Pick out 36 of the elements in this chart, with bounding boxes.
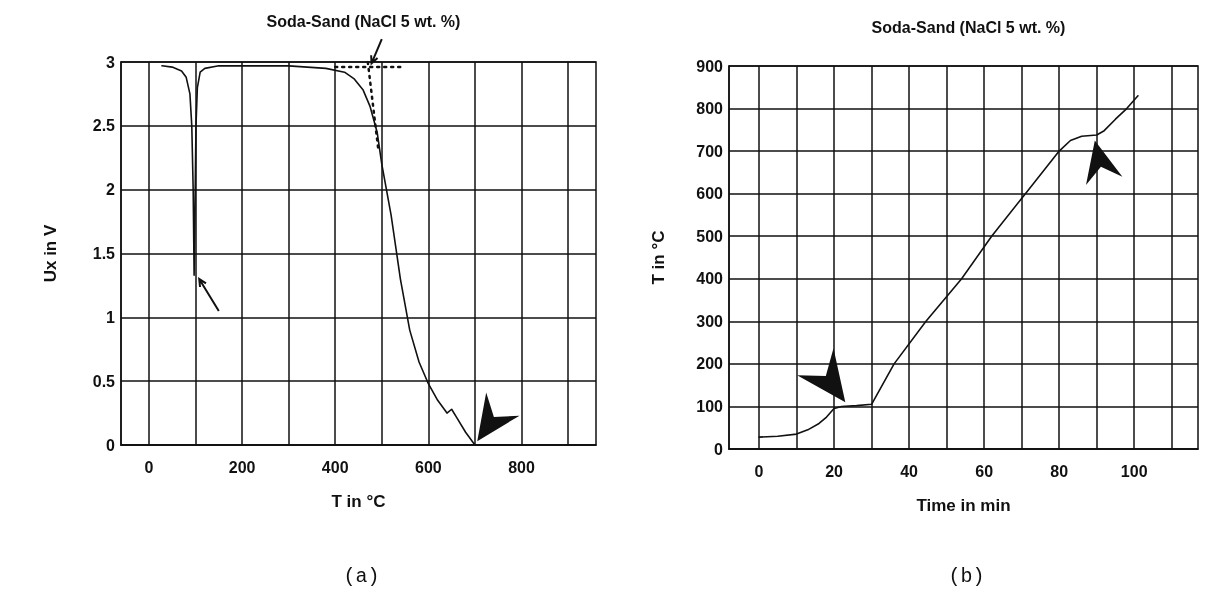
y-tick-label: 700 [696,142,724,160]
y-tick-label: 600 [696,185,724,203]
y-tick-label: 1.5 [92,245,116,262]
text: (b) [948,564,985,588]
x-tick-label: 100 [1120,462,1148,480]
y-tick-label: 900 [696,57,724,75]
x-axis-title: T in °C [331,492,386,511]
y-tick-label: 500 [696,227,724,245]
x-tick-label: 0 [144,458,154,476]
x-tick-label: 40 [900,462,919,480]
chart-title: Soda-Sand (NaCl 5 wt. %) [871,18,1066,36]
x-tick-label: 0 [754,462,764,480]
y-tick-label: 0 [106,436,116,454]
y-tick-label: 3 [106,53,116,71]
y-tick-label: 0 [714,440,724,458]
y-tick-label: 200 [696,355,724,373]
y-tick-label: 400 [696,270,724,288]
y-axis-title: T in °C [649,230,668,285]
x-tick-label: 80 [1050,462,1069,480]
x-axis-title: Time in min [916,496,1011,515]
y-tick-label: 0.5 [92,372,116,390]
y-tick-label: 800 [696,100,724,118]
x-tick-label: 400 [321,458,349,476]
x-tick-label: 60 [975,462,994,480]
text: (a) [343,564,380,588]
y-tick-label: 1 [106,308,116,326]
x-tick-label: 800 [508,458,535,476]
x-tick-label: 200 [228,458,256,476]
x-tick-label: 20 [825,462,844,480]
y-tick-label: 2 [106,181,116,199]
y-axis-title: Ux in V [41,224,60,283]
x-tick-label: 600 [415,458,442,476]
y-tick-label: 100 [696,397,724,415]
chart-title: Soda-Sand (NaCl 5 wt. %) [266,12,461,30]
y-tick-label: 300 [696,312,724,330]
y-tick-label: 2.5 [92,117,116,135]
